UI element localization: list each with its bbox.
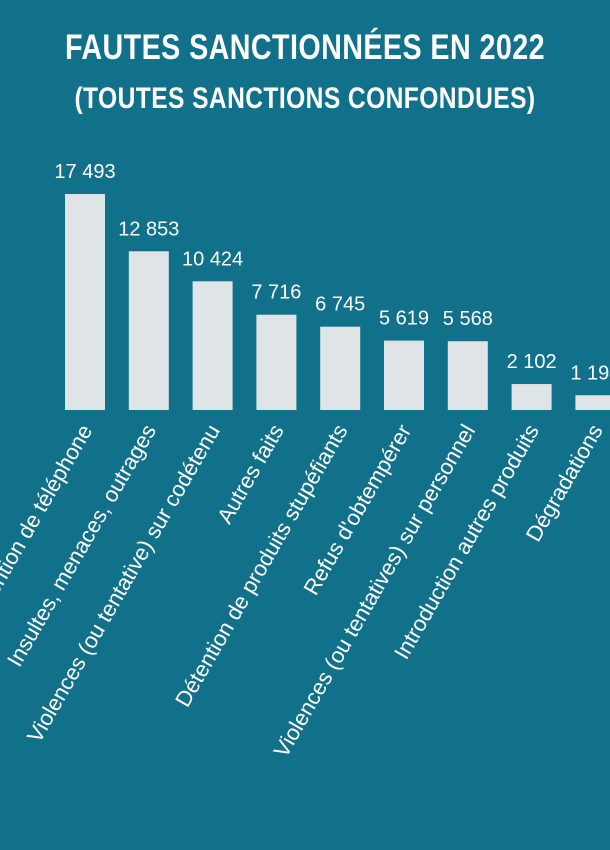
chart-title: FAUTES SANCTIONNÉES EN 2022 [65,28,545,67]
value-label-4: 7 716 [251,282,301,304]
bar-8 [511,384,552,410]
value-label-1: 17 493 [54,161,115,183]
bar-6 [384,340,424,410]
value-label-3: 10 424 [182,248,243,270]
bar-1 [65,194,105,410]
value-label-7: 5 568 [443,308,493,330]
value-label-5: 6 745 [315,294,365,316]
bar-9 [575,395,610,410]
value-label-9: 1 194 [570,362,610,384]
bar-5 [320,326,361,410]
bar-3 [192,281,233,410]
value-label-6: 5 619 [379,308,429,330]
bar-2 [128,251,169,410]
chart-subtitle: (TOUTES SANCTIONS CONFONDUES) [74,82,536,115]
value-label-8: 2 102 [507,351,557,373]
bar-4 [256,314,297,410]
value-label-2: 12 853 [118,218,179,240]
bar-7 [447,341,488,410]
